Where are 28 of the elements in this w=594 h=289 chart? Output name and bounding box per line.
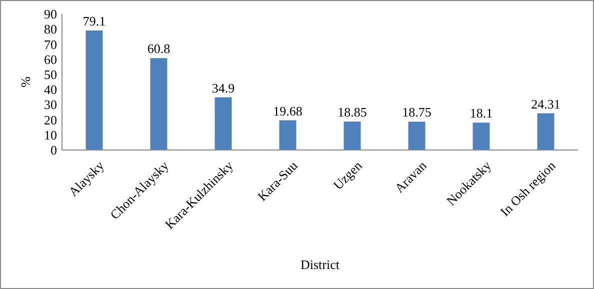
- bar: [214, 97, 232, 150]
- y-tick-label: 40: [44, 82, 57, 98]
- y-tick-label: 0: [50, 142, 57, 158]
- bar: [537, 113, 554, 150]
- bar: [408, 122, 426, 150]
- y-tick-label: 70: [44, 36, 57, 52]
- data-label: 18.75: [402, 104, 432, 120]
- data-label: 79.1: [82, 13, 106, 28]
- x-axis-title: District: [300, 257, 340, 272]
- data-label: 60.8: [147, 41, 170, 56]
- y-tick-label: 20: [44, 112, 57, 128]
- data-label: 34.9: [212, 80, 235, 96]
- y-tick-label: 60: [44, 52, 57, 67]
- bar: [344, 122, 361, 150]
- y-tick-label: 90: [44, 6, 57, 22]
- bar: [150, 58, 168, 150]
- bar: [86, 30, 103, 150]
- y-tick-label: 80: [44, 22, 57, 37]
- y-axis-title: %: [18, 76, 33, 88]
- y-tick-label: 30: [44, 97, 57, 112]
- data-label: 18.85: [338, 104, 367, 120]
- data-label: 19.68: [273, 103, 302, 118]
- y-tick-label: 50: [44, 66, 57, 82]
- data-label: 24.31: [531, 96, 560, 112]
- y-tick-label: 10: [44, 127, 57, 142]
- data-label: 18.1: [470, 106, 493, 121]
- bar: [279, 120, 296, 150]
- bar: [472, 122, 490, 150]
